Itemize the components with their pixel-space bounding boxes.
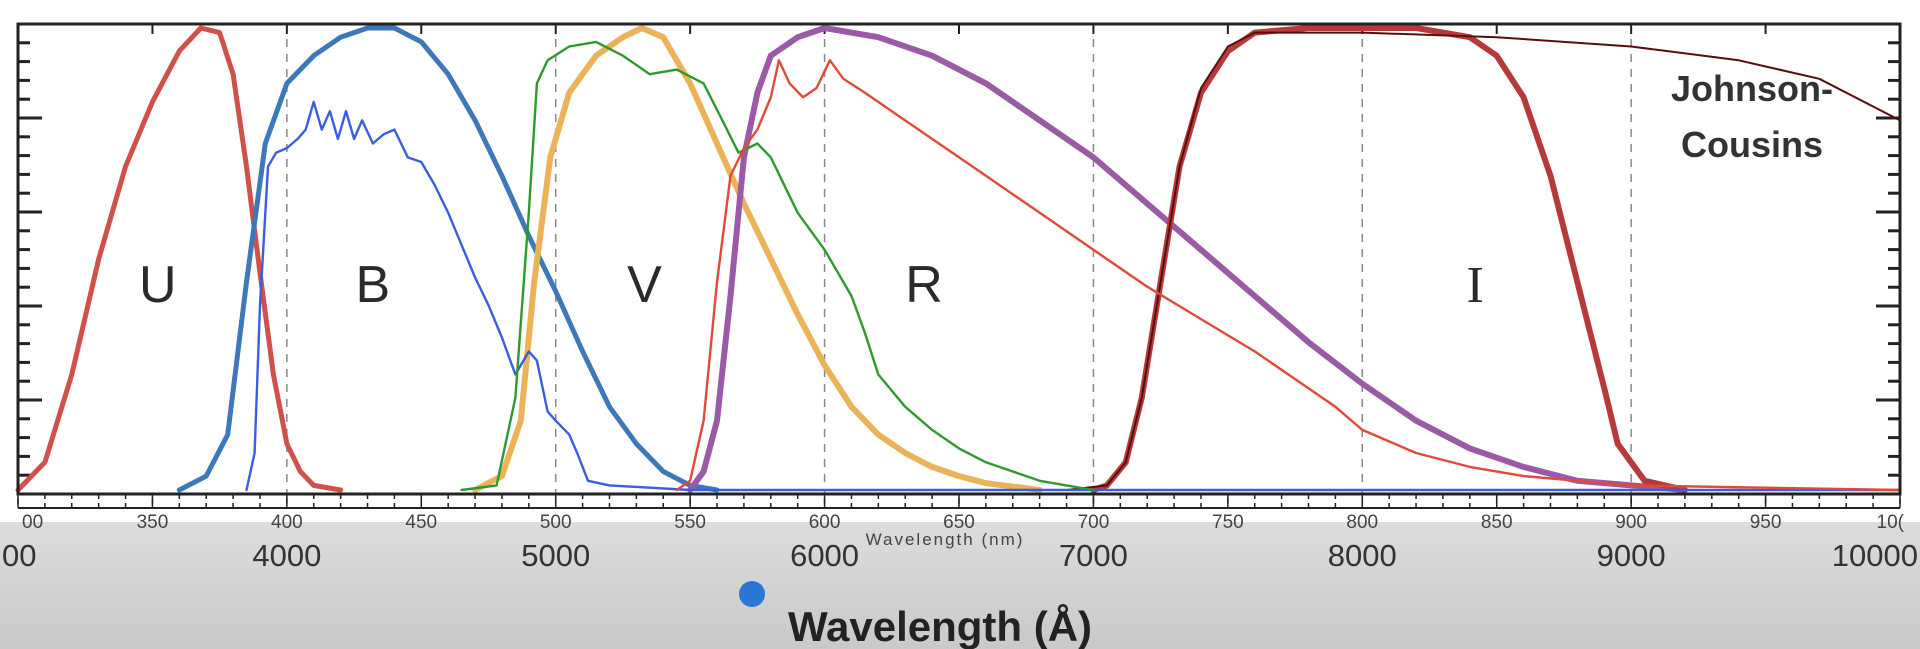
nm-tick-label: 00 [22,512,43,533]
band-label-v: V [627,256,662,314]
series-line-2 [472,25,1043,493]
series-line-6 [245,100,1902,492]
angstrom-tick-label: 00 [2,538,36,573]
nm-tick-label: 700 [1078,512,1110,533]
series-line-7 [460,40,1095,492]
nm-tick-label: 950 [1750,512,1782,533]
x-axis-title-angstrom: Wavelength (Å) [788,603,1092,649]
nm-tick-label: 850 [1481,512,1513,533]
series-line-5 [1065,31,1901,491]
nm-tick-label: 450 [405,512,437,533]
series-line-8 [675,59,1902,492]
chart-annotation-line-1: Johnson- [1671,68,1833,109]
nm-tick-label: 350 [137,512,169,533]
vertical-grid-lines [286,24,1632,494]
nm-tick-label: 800 [1346,512,1378,533]
series-line-1 [176,25,720,493]
axis-background-band [0,522,1920,649]
nm-tick-label: 500 [540,512,572,533]
series-layer [15,25,1902,493]
nm-tick-labels: 00 350 400 450 500 550 600 650 700 750 800 850 900 95… [22,512,1905,533]
angstrom-tick-labels: 00 4000 5000 6000 7000 8000 9000 10000 [2,538,1918,573]
nm-tick-label: 400 [271,512,303,533]
angstrom-tick-label: 5000 [521,538,590,573]
series-line-3 [687,25,1688,493]
band-label-r: R [905,256,943,314]
marker-dot [739,581,765,607]
angstrom-tick-label: 4000 [252,538,321,573]
nm-tick-label: 900 [1615,512,1647,533]
angstrom-tick-label: 8000 [1328,538,1397,573]
band-label-u: U [139,256,177,314]
angstrom-tick-label: 6000 [790,538,859,573]
series-line-4 [1090,25,1688,493]
nm-tick-label: 750 [1212,512,1244,533]
angstrom-tick-label: 7000 [1059,538,1128,573]
x-axis-title-nm: Wavelength (nm) [866,530,1025,549]
plot-frame [16,22,1902,496]
band-label-b: B [356,256,391,314]
angstrom-tick-label: 10000 [1832,538,1918,573]
nm-tick-label: 550 [674,512,706,533]
chart-annotation-line-2: Cousins [1681,124,1823,165]
angstrom-tick-label: 9000 [1597,538,1666,573]
nm-tick-label: 600 [809,512,841,533]
series-line-0 [15,25,344,493]
nm-tick-label: 650 [943,512,975,533]
band-label-i: I [1467,257,1484,314]
nm-tick-label: 10( [1877,512,1905,533]
